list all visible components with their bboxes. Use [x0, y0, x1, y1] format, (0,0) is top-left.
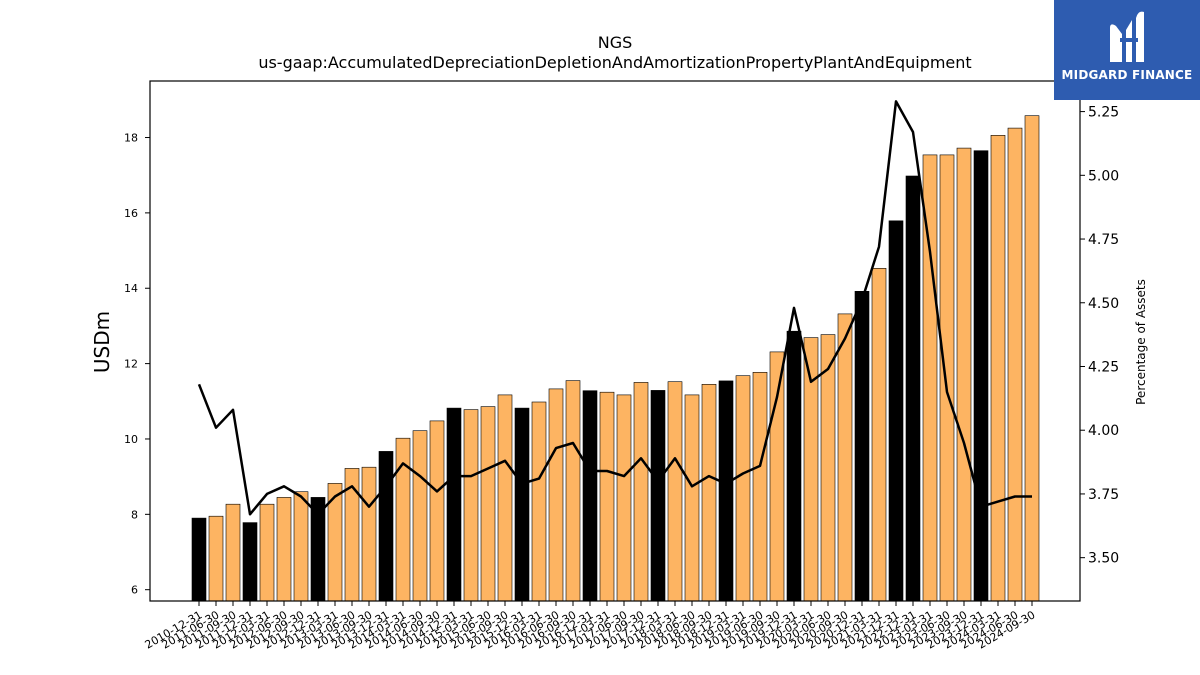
- y-tick-label: 18: [124, 132, 138, 145]
- bar-group: [191, 115, 1040, 602]
- bar-2018-03-31: [667, 381, 683, 602]
- bar-2011-12-31: [242, 522, 258, 602]
- bar-2013-12-31: [378, 451, 394, 602]
- bar-2015-06-30: [480, 406, 496, 602]
- y2-tick-label: 3.50: [1088, 551, 1119, 567]
- chart-subtitle: us-gaap:AccumulatedDepreciationDepletion…: [258, 53, 971, 72]
- y2-tick-label: 4.75: [1088, 232, 1119, 248]
- bar-2013-09-30: [361, 466, 377, 602]
- bar-2019-09-30: [769, 351, 785, 602]
- bar-2010-12-31: [191, 517, 207, 602]
- y-tick-label: 14: [124, 282, 138, 295]
- bar-2019-12-31: [786, 330, 802, 602]
- bar-2014-12-31: [446, 407, 462, 602]
- y-tick-label: 6: [131, 584, 138, 597]
- y2-tick-label: 5.00: [1088, 168, 1119, 184]
- y2-axis-label: Percentage of Assets: [1134, 279, 1148, 405]
- bar-2021-12-31: [888, 220, 904, 602]
- brand-logo: MIDGARD FINANCE: [1054, 0, 1200, 100]
- bar-2016-09-30: [565, 380, 581, 602]
- y2-tick-label: 4.00: [1088, 423, 1119, 439]
- bar-2018-06-30: [684, 394, 700, 602]
- brand-name: MIDGARD FINANCE: [1061, 68, 1193, 82]
- bar-2019-03-31: [735, 375, 751, 602]
- bar-2024-03-31: [990, 135, 1006, 602]
- axes: 6 8 10 12 14 16 18 3.50 3.75 4.00 4.25 4.50 4.75 5.00…: [124, 105, 1119, 652]
- line-layer: [197, 100, 1032, 516]
- bar-2012-03-31: [259, 503, 275, 602]
- y-axis-label: USDm: [90, 311, 114, 373]
- bar-2017-12-31: [650, 390, 666, 602]
- y-tick-label: 10: [124, 433, 138, 446]
- y-tick-label: 8: [131, 508, 138, 521]
- bar-2024-06-30: [1007, 127, 1023, 602]
- bar-2020-12-31: [854, 290, 870, 602]
- bar-2021-03-31: [871, 267, 887, 602]
- bar-2024-09-30: [1024, 115, 1040, 602]
- bar-2023-09-30: [956, 147, 972, 602]
- y2-tick-label: 4.25: [1088, 359, 1119, 375]
- bar-2017-06-30: [616, 394, 632, 602]
- y2-tick-label: 5.25: [1088, 105, 1119, 121]
- bar-2022-12-31: [905, 175, 921, 602]
- bar-2020-09-30: [837, 313, 853, 602]
- y-tick-label: 12: [124, 358, 138, 371]
- bar-2015-09-30: [497, 394, 513, 602]
- bar-2016-03-31: [531, 401, 547, 602]
- bar-2019-06-30: [752, 371, 768, 602]
- percentage-line: [197, 100, 1032, 516]
- bar-2016-06-30: [548, 388, 564, 602]
- y2-tick-label: 4.50: [1088, 296, 1119, 312]
- bar-2020-06-30: [820, 334, 836, 602]
- chart-title: NGS: [598, 33, 633, 52]
- bar-2023-12-31: [973, 150, 989, 602]
- plot-frame: [149, 80, 1081, 602]
- bar-2016-12-31: [582, 390, 598, 602]
- midgard-logo-icon: [1110, 11, 1144, 63]
- bar-2015-03-31: [463, 409, 479, 602]
- bar-2012-09-30: [293, 491, 309, 602]
- y-tick-label: 16: [124, 207, 138, 220]
- bar-2017-03-31: [599, 391, 615, 602]
- bar-2017-09-30: [633, 382, 649, 602]
- bar-2011-06-30: [208, 515, 224, 602]
- bar-2015-12-31: [514, 407, 530, 602]
- bar-2018-12-31: [718, 380, 734, 602]
- bar-2014-06-30: [412, 430, 428, 602]
- bar-2018-09-30: [701, 383, 717, 602]
- bar-2011-09-30: [225, 503, 241, 602]
- bar-2023-06-30: [939, 154, 955, 602]
- bar-2014-09-30: [429, 420, 445, 602]
- y2-tick-label: 3.75: [1088, 487, 1119, 503]
- bar-2012-06-30: [276, 497, 292, 602]
